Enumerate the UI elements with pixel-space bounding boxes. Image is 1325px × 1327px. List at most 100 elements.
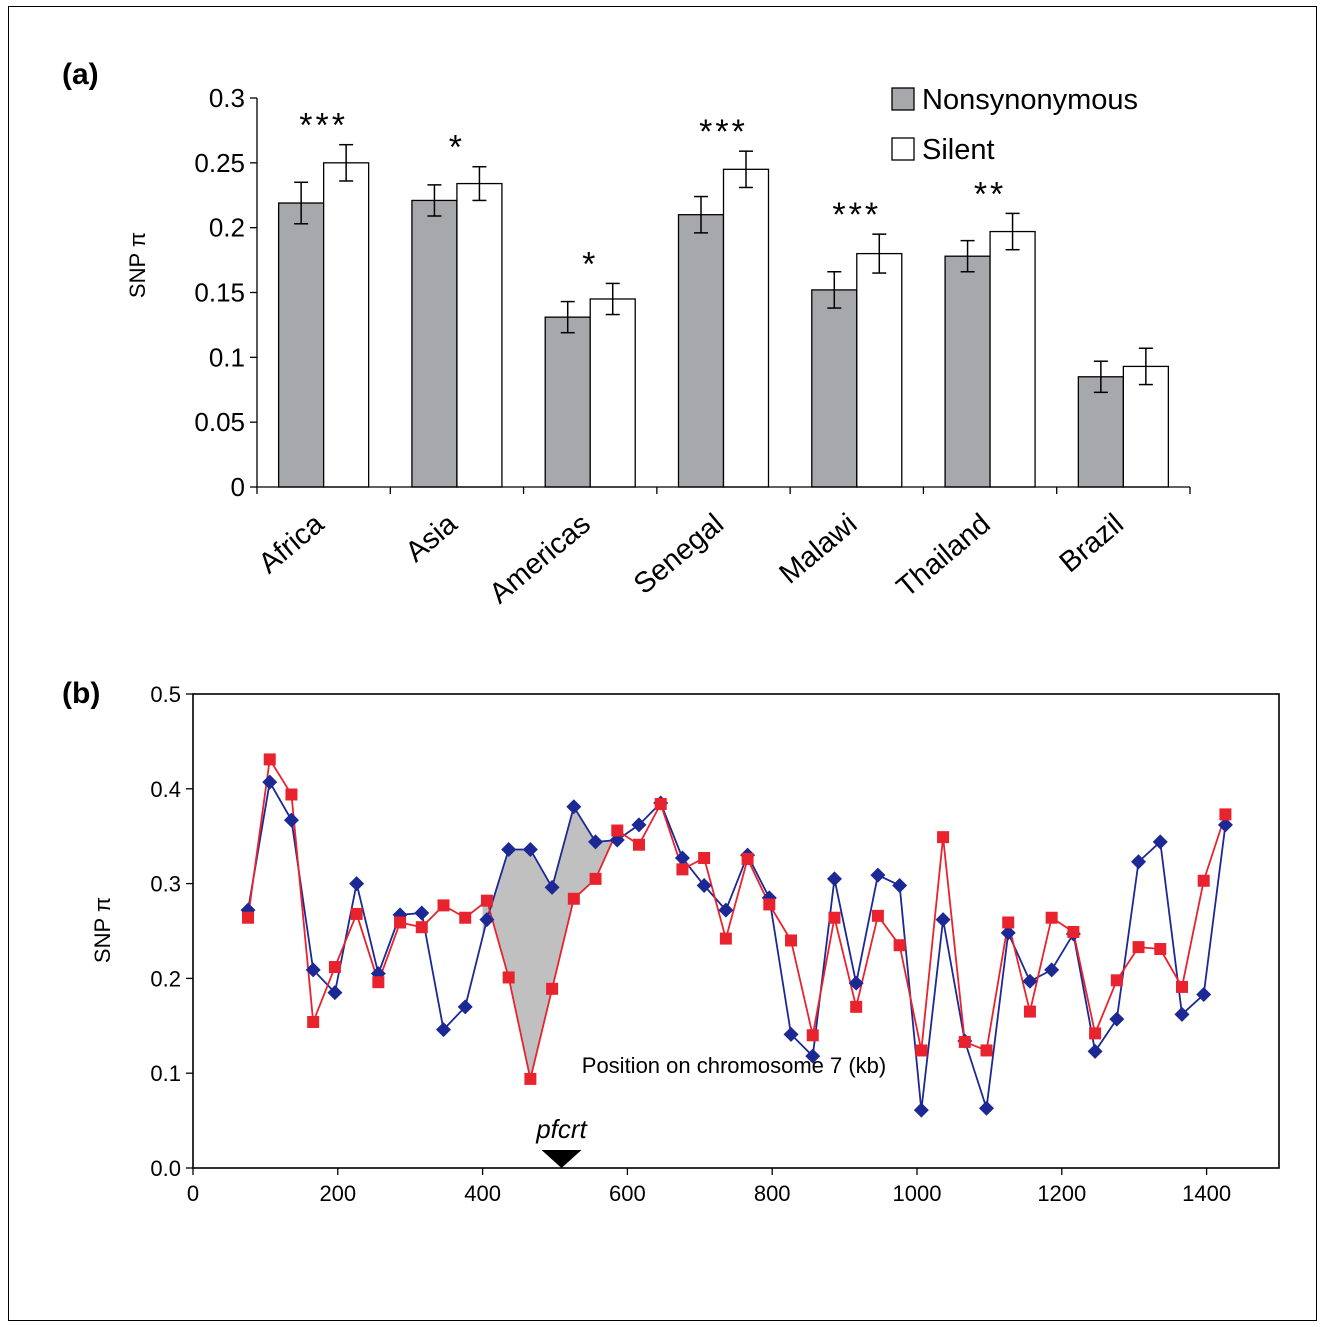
bar-silent <box>989 230 1036 488</box>
x-tick-label: 1000 <box>893 1181 942 1206</box>
significance-marker: *** <box>832 196 881 234</box>
data-point-square <box>915 1044 928 1057</box>
panel-b: (b) SNP π Position on chromosome 7 (kb) … <box>62 677 1280 1206</box>
data-point-square <box>1002 916 1015 929</box>
pfcrt-annotation-label: pfcrt <box>535 1114 588 1144</box>
y-tick-label: 0.1 <box>150 1061 181 1086</box>
y-tick-label: 0.15 <box>194 278 245 308</box>
data-point-square <box>937 831 950 844</box>
x-tick-label: 800 <box>754 1181 791 1206</box>
panel-a-y-axis-label: SNP π <box>125 232 150 298</box>
bar-nonsynonymous <box>544 316 591 488</box>
legend-swatch <box>891 87 915 111</box>
data-point-square <box>654 797 667 810</box>
data-point-square <box>632 838 645 851</box>
data-point-diamond <box>1109 1011 1125 1027</box>
figure-frame <box>8 6 1317 1321</box>
y-tick-label: 0.0 <box>150 1156 181 1181</box>
data-point-diamond <box>1000 925 1016 941</box>
data-point-diamond <box>544 879 560 895</box>
bar-nonsynonymous <box>944 255 991 488</box>
data-point-diamond <box>783 1026 799 1042</box>
bar-nonsynonymous <box>677 214 725 488</box>
significance-marker: *** <box>699 113 748 151</box>
data-point-square <box>524 1072 537 1085</box>
data-point-square <box>1045 911 1058 924</box>
y-tick-label: 0.1 <box>209 342 245 372</box>
data-point-diamond <box>826 871 842 887</box>
legend-label: Silent <box>922 134 995 166</box>
data-point-square <box>1132 941 1145 954</box>
legend-swatch <box>891 137 915 161</box>
data-point-diamond <box>870 867 886 883</box>
panel-b-plot: 0.0 0.1 0.2 0.3 0.4 0.5 0 200 400 600 800 1000 1200 1… <box>150 682 1280 1206</box>
bar-nonsynonymous <box>411 199 458 488</box>
data-point-square <box>328 961 341 974</box>
data-point-square <box>828 911 841 924</box>
bar-nonsynonymous <box>1077 376 1125 488</box>
bar-nonsynonymous <box>811 289 858 488</box>
x-tick-label: Americas <box>484 508 597 610</box>
data-point-square <box>502 971 515 984</box>
data-point-square <box>850 1000 863 1013</box>
data-point-square <box>1175 980 1188 993</box>
data-point-diamond <box>566 799 582 815</box>
data-point-diamond <box>913 1102 929 1118</box>
data-point-diamond <box>1152 834 1168 850</box>
significance-marker: * <box>582 245 598 283</box>
data-point-diamond <box>848 975 864 991</box>
data-point-diamond <box>674 850 690 866</box>
data-point-diamond <box>892 877 908 893</box>
x-tick-label: Malawi <box>774 508 864 591</box>
y-tick-label: 0.3 <box>150 872 181 897</box>
data-point-square <box>741 852 754 865</box>
data-point-square <box>242 911 255 924</box>
y-tick-label: 0.25 <box>194 148 245 178</box>
data-point-square <box>1219 808 1232 821</box>
data-point-square <box>263 753 276 766</box>
data-point-diamond <box>522 841 538 857</box>
data-point-diamond <box>262 774 278 790</box>
data-point-square <box>394 916 407 929</box>
bar-silent <box>722 168 770 488</box>
data-point-square <box>719 932 732 945</box>
x-tick-label: 400 <box>464 1181 501 1206</box>
plot-frame <box>192 693 1280 1169</box>
data-point-square <box>307 1016 320 1029</box>
significance-marker: ** <box>974 175 1006 213</box>
series-line-square <box>247 756 1227 1080</box>
y-tick-label: 0.3 <box>209 83 245 113</box>
data-point-diamond <box>1174 1006 1190 1022</box>
data-point-square <box>806 1029 819 1042</box>
y-tick-label: 0.2 <box>209 213 245 243</box>
bar-silent <box>456 182 503 488</box>
data-point-diamond <box>805 1048 821 1064</box>
shaded-difference-region <box>482 806 613 1079</box>
data-point-diamond <box>327 985 343 1001</box>
data-point-diamond <box>283 812 299 828</box>
data-point-diamond <box>414 905 430 921</box>
data-point-diamond <box>1217 817 1233 833</box>
bar-silent <box>589 298 636 488</box>
data-point-diamond <box>1044 962 1060 978</box>
x-tick-label: Asia <box>400 507 464 568</box>
panel-b-y-axis-label: SNP π <box>90 897 115 963</box>
data-point-square <box>437 899 450 912</box>
data-point-square <box>459 911 472 924</box>
data-point-square <box>698 852 711 865</box>
data-point-diamond <box>718 902 734 918</box>
x-tick-label: Thailand <box>891 508 997 604</box>
data-point-diamond <box>935 912 951 928</box>
data-point-square <box>350 907 363 920</box>
x-tick-label: 1200 <box>1037 1181 1086 1206</box>
data-point-diamond <box>696 877 712 893</box>
x-tick-label: Africa <box>253 507 331 580</box>
data-point-diamond <box>979 1100 995 1116</box>
panel-a-legend: Nonsynonymous Silent <box>891 84 1138 166</box>
pfcrt-marker-triangle <box>541 1150 582 1168</box>
data-point-diamond <box>631 817 647 833</box>
data-point-square <box>1023 1005 1036 1018</box>
legend-label: Nonsynonymous <box>922 84 1138 116</box>
data-point-square <box>893 939 906 952</box>
data-point-square <box>567 892 580 905</box>
